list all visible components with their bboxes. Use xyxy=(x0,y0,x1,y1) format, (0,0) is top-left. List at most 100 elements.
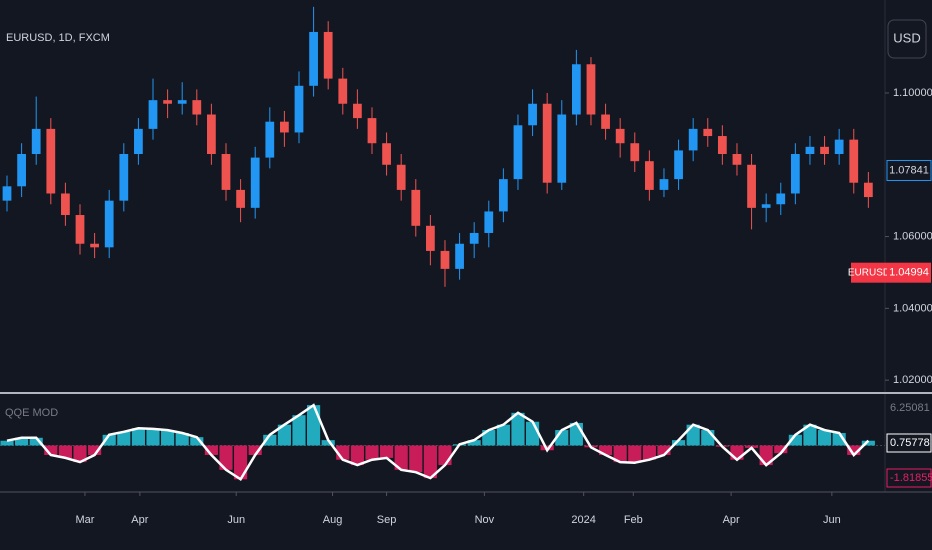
candle-body xyxy=(75,215,85,244)
x-tick-label: Nov xyxy=(475,514,495,526)
histogram-bar xyxy=(161,430,175,446)
histogram-bar xyxy=(88,445,102,455)
candle-body xyxy=(469,232,479,244)
value-tag-label: -1.81855 xyxy=(890,472,932,484)
histogram-bar xyxy=(190,437,204,446)
histogram-bar xyxy=(146,428,160,446)
candle-body xyxy=(426,225,435,251)
histogram-bar xyxy=(58,445,72,458)
histogram-bar xyxy=(102,434,116,446)
histogram-bar xyxy=(321,440,335,446)
histogram-bar xyxy=(219,445,233,470)
candle-body xyxy=(353,103,362,119)
histogram-bar xyxy=(394,445,408,470)
currency-label[interactable]: USD xyxy=(893,30,920,45)
candle-body xyxy=(367,118,377,144)
histogram-bar xyxy=(234,445,248,480)
candle-body xyxy=(528,103,537,126)
candle-body xyxy=(717,136,727,154)
candle-body xyxy=(863,182,873,198)
x-tick-label: Jun xyxy=(823,514,841,526)
candle-body xyxy=(148,100,158,129)
candle-body xyxy=(221,154,231,190)
candle-body xyxy=(513,125,523,180)
x-tick-label: Apr xyxy=(131,514,148,526)
price-tag xyxy=(887,262,931,283)
symbol-tag xyxy=(851,262,887,283)
candle-body xyxy=(2,186,12,201)
histogram-bar xyxy=(409,445,423,473)
symbol-title: EURUSD, 1D, FXCM xyxy=(6,32,110,44)
candle-body xyxy=(484,211,494,233)
histogram-bar xyxy=(350,445,364,466)
candle-body xyxy=(323,31,333,79)
histogram-bar xyxy=(671,440,686,446)
candle-body xyxy=(790,154,800,194)
histogram-bar xyxy=(73,445,87,463)
candle-body xyxy=(104,200,114,248)
histogram-bar xyxy=(496,424,510,446)
histogram-bar xyxy=(642,445,656,460)
histogram-bar xyxy=(599,445,613,455)
histogram-bar xyxy=(380,445,394,458)
histogram-bar xyxy=(467,440,481,446)
histogram-bar xyxy=(263,434,277,446)
histogram-bar xyxy=(774,445,788,454)
x-tick-label: Apr xyxy=(723,514,740,526)
candle-body xyxy=(309,31,318,86)
histogram-bar xyxy=(15,437,29,446)
value-tag xyxy=(886,468,932,488)
currency-button[interactable] xyxy=(887,19,927,59)
histogram-bar xyxy=(29,437,43,446)
candle-body xyxy=(396,164,406,190)
oscillator-line xyxy=(6,403,870,482)
candle-body xyxy=(411,189,421,226)
histogram-bar xyxy=(0,440,14,446)
candle-body xyxy=(90,243,99,248)
histogram-bar xyxy=(657,445,671,455)
value-tag-label: 0.75778 xyxy=(890,437,930,449)
candle-body xyxy=(17,154,26,187)
symbol-tag-label: EURUSD xyxy=(848,267,890,278)
candle-body xyxy=(338,78,348,104)
candle-body xyxy=(134,128,143,154)
candle-body xyxy=(557,114,567,183)
histogram-bar xyxy=(131,428,145,446)
x-tick-label: Aug xyxy=(323,514,343,526)
candle-body xyxy=(703,128,713,137)
candle-body xyxy=(761,204,771,208)
value-tag-label: 6.25081 xyxy=(890,402,930,414)
x-tick-label: Jun xyxy=(227,514,245,526)
candle-body xyxy=(250,157,260,208)
histogram-bar xyxy=(788,434,802,446)
candle-body xyxy=(192,100,202,115)
candle-body xyxy=(177,100,187,104)
histogram-bar xyxy=(44,445,58,455)
candle-body xyxy=(820,146,829,154)
value-tag xyxy=(886,433,932,453)
histogram-bar xyxy=(204,445,218,455)
candle-body xyxy=(834,139,844,154)
x-tick-label: Sep xyxy=(377,514,397,526)
candle-body xyxy=(601,114,610,129)
histogram-bar xyxy=(248,445,262,455)
candle-body xyxy=(46,128,56,194)
candle-body xyxy=(688,128,698,151)
candle-body xyxy=(207,114,216,154)
histogram-bar xyxy=(701,430,715,446)
y-tick-label: 1.10000 xyxy=(893,87,932,99)
y-tick-label: 1.04000 xyxy=(893,302,932,314)
price-tag-label: 1.04994 xyxy=(889,267,929,279)
candle-body xyxy=(61,193,70,216)
candle-body xyxy=(571,64,581,115)
histogram-bar xyxy=(175,433,189,446)
candle-body xyxy=(674,150,683,180)
histogram-bar xyxy=(861,440,875,446)
candle-body xyxy=(382,143,391,165)
candle-body xyxy=(31,128,41,154)
price-tag-label: 1.07841 xyxy=(889,164,929,176)
candle-body xyxy=(163,100,172,104)
value-tag xyxy=(887,399,931,417)
candle-body xyxy=(615,128,625,144)
